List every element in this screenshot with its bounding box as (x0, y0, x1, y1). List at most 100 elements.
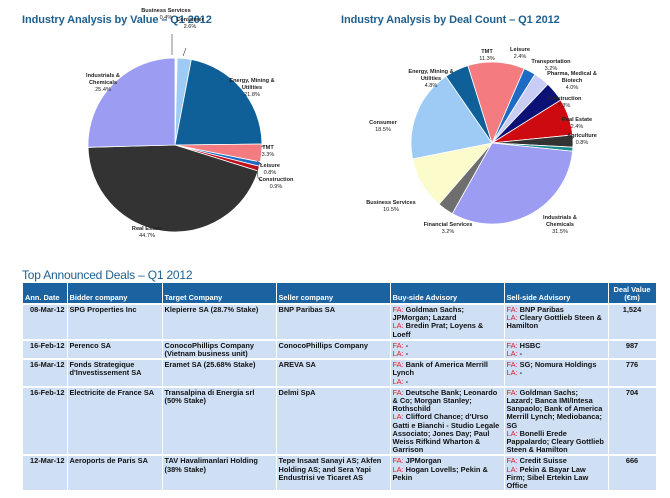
leader-line (256, 165, 263, 182)
count-pie-chart (410, 61, 574, 225)
cell-buy-side: FA: - LA: - (390, 338, 505, 360)
sell-la-text: Cleary Gottlieb Steen & Hamilton (506, 313, 602, 331)
fa-label: FA: (392, 340, 404, 350)
cell-ann-date: 16-Feb-12 (23, 385, 68, 456)
buy-la: LA: - (392, 376, 502, 386)
value-chart-title: Industry Analysis by Value – Q1 2012 (22, 14, 212, 26)
pie-charts: Business Services 0.4% Consumer 2.6% Energy,… (86, 8, 597, 239)
table-row: 16-Mar-12 Fonds Strategique d'Investissem… (23, 358, 657, 387)
buy-fa: FA: Deutsche Bank; Leonardo & Co; Morgan… (393, 388, 498, 413)
pie-label: Construction 7.3% (547, 96, 582, 109)
cell-deal-value: 987 (608, 338, 657, 360)
buy-fa: FA: Bank of America Merrill Lynch (393, 360, 488, 378)
buy-la: LA: Bredin Prat; Loyens & Loeff (392, 321, 502, 339)
cell-deal-value: 1,524 (608, 303, 657, 340)
sell-fa: FA: HSBC (507, 341, 541, 350)
sell-la-text: - (517, 368, 523, 378)
cell-target: ConocoPhillips Company (Vietnam business… (162, 338, 277, 360)
buy-fa: FA: JPMorgan (393, 456, 442, 465)
cell-target: Transalpina di Energia srl (50% Stake) (162, 385, 277, 456)
buy-la-text: Bredin Prat; Loyens & Loeff (392, 321, 484, 339)
cell-target: TAV Havalimanlari Holding (38% Stake) (162, 454, 277, 491)
la-label: LA: (506, 313, 518, 323)
cell-sell-side: FA: HSBC LA: - (504, 338, 609, 360)
cell-ann-date: 08-Mar-12 (23, 303, 68, 340)
la-label: LA: (506, 349, 518, 359)
cell-sell-side: FA: Credit Suisse LA: Pekin & Bayar Law F… (504, 454, 609, 491)
pie-label: Energy, Mining & Utilities 21.8% (229, 78, 274, 98)
pie-label: Real Estate 44.7% (132, 226, 162, 239)
pie-label: TMT 11.3% (479, 49, 494, 62)
sell-la: LA: Pekin & Bayar Law Firm; Sibel Erteki… (506, 464, 606, 491)
header-bidder: Bidder company (67, 283, 163, 304)
pie-label: Construction 0.9% (259, 177, 294, 190)
fa-label: FA: (392, 387, 404, 397)
la-label: LA: (392, 376, 404, 386)
table-row: 08-Mar-12 SPG Properties Inc Klepierre SA … (23, 303, 657, 340)
table-header-row: Ann. Date Bidder company Target Company … (23, 283, 657, 304)
sell-la-text: Pekin & Bayar Law Firm; Sibel Ertekin La… (506, 464, 589, 491)
buy-la: LA: Clifford Chance; d'Urso Gatti e Bian… (393, 413, 502, 454)
sell-la: LA: Bonelli Erede Pappalardo; Cleary Got… (506, 428, 606, 455)
pie-label: Industrials & Chemicals 31.5% (543, 215, 577, 235)
fa-label: FA: (506, 387, 518, 397)
cell-buy-side: FA: Bank of America Merrill Lynch LA: - (390, 358, 505, 387)
pie-slice-consumer (410, 75, 493, 160)
table-row: 16-Feb-12 Perenco SA ConocoPhillips Compan… (23, 338, 657, 360)
fa-label: FA: (506, 456, 518, 466)
header-ann-date: Ann. Date (23, 283, 68, 304)
pie-label: TMT 3.3% (262, 145, 275, 158)
header-sell-side: Sell-side Advisory (504, 283, 609, 304)
cell-ann-date: 16-Mar-12 (23, 358, 68, 387)
sell-la-text: Bonelli Erede Pappalardo; Cleary Gottlie… (506, 428, 604, 455)
pie-label: Pharma, Medical & Biotech 4.0% (547, 71, 597, 91)
cell-seller: Delmi SpA (276, 385, 391, 456)
header-buy-side: Buy-side Advisory (390, 283, 505, 304)
cell-target: Eramet SA (25.68% Stake) (162, 358, 277, 387)
pie-label: Financial Services 3.2% (424, 222, 473, 235)
table-row: 12-Mar-12 Aeroports de Paris SA TAV Havali… (23, 454, 657, 491)
cell-ann-date: 16-Feb-12 (23, 338, 68, 360)
leader-line (569, 134, 574, 140)
sell-la: LA: - (506, 349, 606, 359)
pie-label: Business Services 10.5% (366, 200, 415, 213)
sell-fa-text: Goldman Sachs; Lazard; Banca IMI/Intesa … (506, 387, 603, 430)
table-row: 16-Feb-12 Electricite de France SA Transal… (23, 385, 657, 456)
cell-buy-side: FA: JPMorgan LA: Hogan Lovells; Pekin & P… (390, 454, 505, 491)
la-label: LA: (506, 464, 518, 474)
fa-label: FA: (506, 305, 518, 314)
la-label: LA: (392, 349, 404, 359)
cell-deal-value: 776 (608, 358, 657, 387)
sell-fa-text: BNP Paribas (517, 305, 564, 314)
pie-label: Leisure 2.4% (510, 47, 530, 60)
cell-seller: AREVA SA (276, 358, 391, 387)
sell-fa: FA: BNP Paribas (507, 305, 564, 314)
buy-fa-text: JPMorgan (403, 456, 442, 466)
fa-label: FA: (392, 456, 404, 466)
pie-label: Industrials & Chemicals 25.4% (86, 73, 120, 93)
leader-line (256, 160, 263, 166)
pie-slice-industrials-chemicals (451, 142, 574, 225)
cell-seller: Tepe Insaat Sanayi AS; Akfen Holding AS;… (276, 454, 391, 491)
pie-label: Agriculture 0.8% (567, 133, 597, 146)
fa-label: FA: (506, 360, 518, 370)
buy-la-text: - (403, 349, 409, 359)
cell-ann-date: 12-Mar-12 (23, 454, 68, 491)
cell-deal-value: 666 (608, 454, 657, 491)
cell-bidder: Electricite de France SA (67, 385, 163, 456)
fa-label: FA: (392, 305, 404, 314)
sell-fa-text: SG; Nomura Holdings (517, 360, 597, 370)
buy-fa-text: - (403, 340, 409, 350)
deals-table-title: Top Announced Deals – Q1 2012 (22, 268, 193, 282)
cell-target: Klepierre SA (28.7% Stake) (162, 303, 277, 340)
sell-fa-text: Credit Suisse (517, 456, 567, 466)
cell-deal-value: 704 (608, 385, 657, 456)
buy-fa-text: Goldman Sachs; JPMorgan; Lazard (392, 305, 464, 323)
la-label: LA: (506, 368, 518, 378)
pie-label: Energy, Mining & Utilities 4.8% (408, 69, 453, 89)
sell-fa: FA: Goldman Sachs; Lazard; Banca IMI/Int… (507, 388, 603, 430)
count-chart-title: Industry Analysis by Deal Count – Q1 201… (341, 14, 560, 26)
sell-la: LA: Cleary Gottlieb Steen & Hamilton (506, 313, 606, 331)
cell-sell-side: FA: BNP Paribas LA: Cleary Gottlieb Steen… (504, 303, 609, 340)
cell-bidder: SPG Properties Inc (67, 303, 163, 340)
